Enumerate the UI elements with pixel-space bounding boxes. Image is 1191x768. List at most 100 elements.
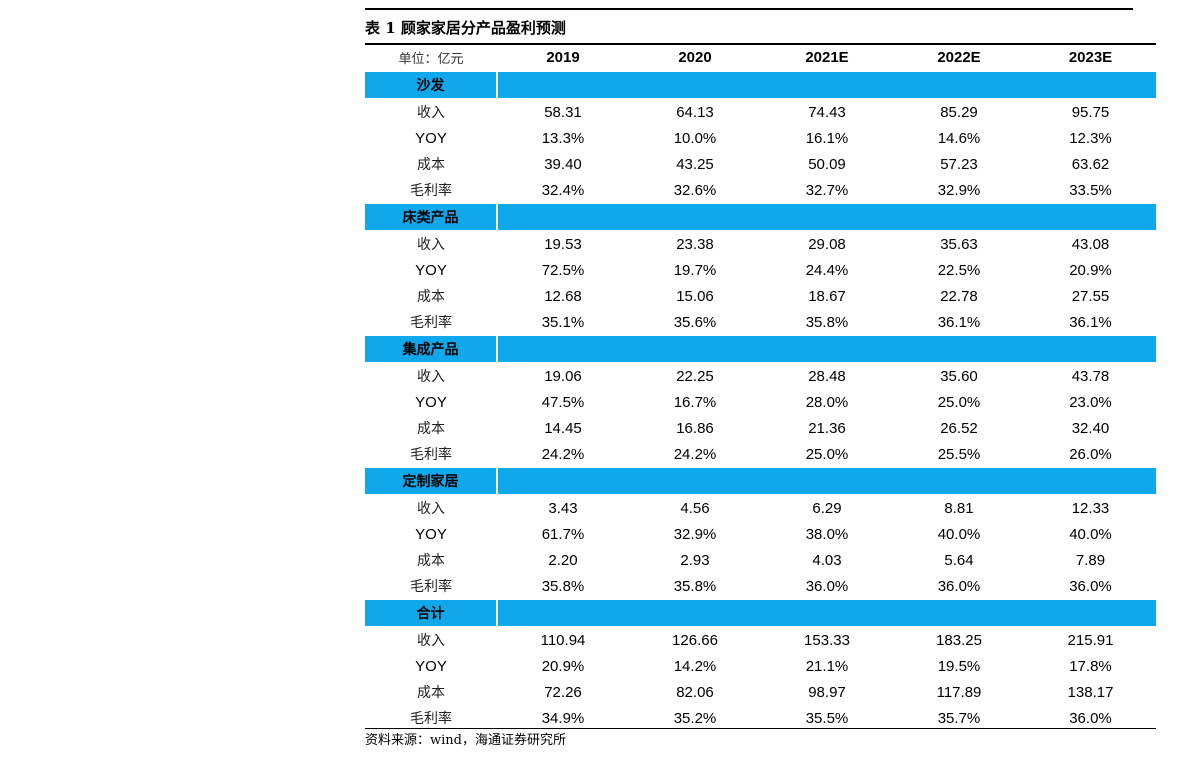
section-name: 集成产品	[365, 335, 498, 363]
top-rule	[365, 8, 1133, 10]
row-label: 毛利率	[410, 711, 452, 727]
section-header-row: 集成产品	[365, 335, 1156, 363]
value-cell: 10.0%	[673, 129, 717, 147]
row-label: 收入	[417, 105, 445, 121]
table-row: 成本 14.45 16.86 21.36 26.52 32.40	[365, 415, 1156, 441]
value-cell: 47.5%	[541, 393, 585, 411]
section-name: 床类产品	[365, 203, 498, 231]
value-cell: 23.0%	[1069, 393, 1112, 411]
value-cell: 32.9%	[937, 181, 981, 199]
table-row: 毛利率 35.1% 35.6% 35.8% 36.1% 36.1%	[365, 309, 1156, 336]
value-cell: 57.23	[940, 155, 978, 173]
value-cell: 14.2%	[673, 657, 717, 675]
table-row: 毛利率 35.8% 35.8% 36.0% 36.0% 36.0%	[365, 573, 1156, 600]
table-row: 收入 3.43 4.56 6.29 8.81 12.33	[365, 495, 1156, 522]
value-cell: 43.08	[1071, 235, 1110, 253]
value-cell: 58.31	[544, 103, 582, 121]
row-label: YOY	[415, 657, 447, 675]
value-cell: 98.97	[808, 683, 846, 701]
row-label: 收入	[417, 369, 445, 385]
table-row: 毛利率 34.9% 35.2% 35.5% 35.7% 36.0%	[365, 705, 1156, 731]
value-cell: 20.9%	[1069, 261, 1112, 279]
table-row: YOY 13.3% 10.0% 16.1% 14.6% 12.3%	[365, 125, 1156, 151]
value-cell: 183.25	[936, 631, 982, 649]
value-cell: 29.08	[808, 235, 846, 253]
value-cell: 33.5%	[1069, 181, 1112, 199]
section-band	[497, 467, 1156, 495]
table-row: 收入 58.31 64.13 74.43 85.29 95.75	[365, 99, 1156, 126]
value-cell: 16.7%	[673, 393, 717, 411]
value-cell: 32.7%	[805, 181, 849, 199]
value-cell: 25.5%	[937, 445, 981, 463]
value-cell: 63.62	[1071, 155, 1110, 173]
section-header-row: 合计	[365, 599, 1156, 627]
value-cell: 110.94	[540, 631, 586, 649]
title-rule	[365, 43, 1156, 45]
header-row: 单位：亿元 2019 2020 2021E 2022E 2023E	[365, 44, 1156, 72]
section-name: 合计	[365, 599, 498, 627]
table-row: YOY 47.5% 16.7% 28.0% 25.0% 23.0%	[365, 389, 1156, 415]
section-band	[497, 599, 1156, 627]
value-cell: 21.1%	[805, 657, 849, 675]
table-row: 成本 12.68 15.06 18.67 22.78 27.55	[365, 283, 1156, 309]
value-cell: 19.53	[544, 235, 582, 253]
year-header: 2019	[546, 49, 580, 66]
table-row: YOY 72.5% 19.7% 24.4% 22.5% 20.9%	[365, 257, 1156, 283]
value-cell: 24.4%	[805, 261, 849, 279]
row-label: 成本	[417, 289, 445, 305]
value-cell: 4.56	[680, 499, 710, 517]
value-cell: 35.8%	[541, 577, 585, 595]
table-row: 成本 39.40 43.25 50.09 57.23 63.62	[365, 151, 1156, 177]
table-body: 沙发 收入 58.31 64.13 74.43 85.29 95.75 YOY 13.3% 10.…	[365, 71, 1156, 732]
value-cell: 36.1%	[1069, 313, 1112, 331]
value-cell: 126.66	[672, 631, 718, 649]
value-cell: 36.0%	[1069, 709, 1112, 727]
value-cell: 18.67	[808, 287, 846, 305]
value-cell: 5.64	[944, 551, 974, 569]
value-cell: 24.2%	[673, 445, 717, 463]
row-label: 毛利率	[410, 579, 452, 595]
row-label: 成本	[417, 421, 445, 437]
value-cell: 138.17	[1067, 683, 1114, 701]
table-row: 毛利率 24.2% 24.2% 25.0% 25.5% 26.0%	[365, 441, 1156, 468]
value-cell: 13.3%	[541, 129, 585, 147]
value-cell: 8.81	[944, 499, 974, 517]
value-cell: 35.63	[940, 235, 978, 253]
value-cell: 25.0%	[805, 445, 849, 463]
value-cell: 40.0%	[937, 525, 981, 543]
value-cell: 95.75	[1071, 103, 1110, 121]
row-label: 成本	[417, 685, 445, 701]
value-cell: 19.5%	[937, 657, 981, 675]
value-cell: 32.9%	[673, 525, 717, 543]
section-header-row: 定制家居	[365, 467, 1156, 495]
unit-label: 单位：亿元	[398, 52, 464, 67]
value-cell: 16.86	[676, 419, 714, 437]
value-cell: 85.29	[940, 103, 978, 121]
value-cell: 153.33	[804, 631, 850, 649]
value-cell: 35.6%	[673, 313, 717, 331]
table-row: 成本 2.20 2.93 4.03 5.64 7.89	[365, 547, 1156, 573]
value-cell: 64.13	[676, 103, 714, 121]
value-cell: 36.0%	[805, 577, 849, 595]
year-header: 2023E	[1068, 49, 1113, 66]
value-cell: 19.7%	[673, 261, 717, 279]
bottom-rule	[365, 728, 1156, 729]
value-cell: 40.0%	[1069, 525, 1112, 543]
table-row: 毛利率 32.4% 32.6% 32.7% 32.9% 33.5%	[365, 177, 1156, 204]
value-cell: 36.0%	[937, 577, 981, 595]
value-cell: 16.1%	[805, 129, 849, 147]
value-cell: 74.43	[808, 103, 846, 121]
value-cell: 21.36	[808, 419, 846, 437]
value-cell: 32.40	[1071, 419, 1110, 437]
value-cell: 17.8%	[1069, 657, 1112, 675]
row-label: 毛利率	[410, 315, 452, 331]
table-row: 收入 19.06 22.25 28.48 35.60 43.78	[365, 363, 1156, 390]
value-cell: 38.0%	[805, 525, 849, 543]
value-cell: 27.55	[1071, 287, 1110, 305]
section-band	[497, 203, 1156, 231]
value-cell: 50.09	[808, 155, 846, 173]
value-cell: 2.93	[680, 551, 710, 569]
table-row: 成本 72.26 82.06 98.97 117.89 138.17	[365, 679, 1156, 705]
section-band	[497, 71, 1156, 99]
row-label: 收入	[417, 237, 445, 253]
